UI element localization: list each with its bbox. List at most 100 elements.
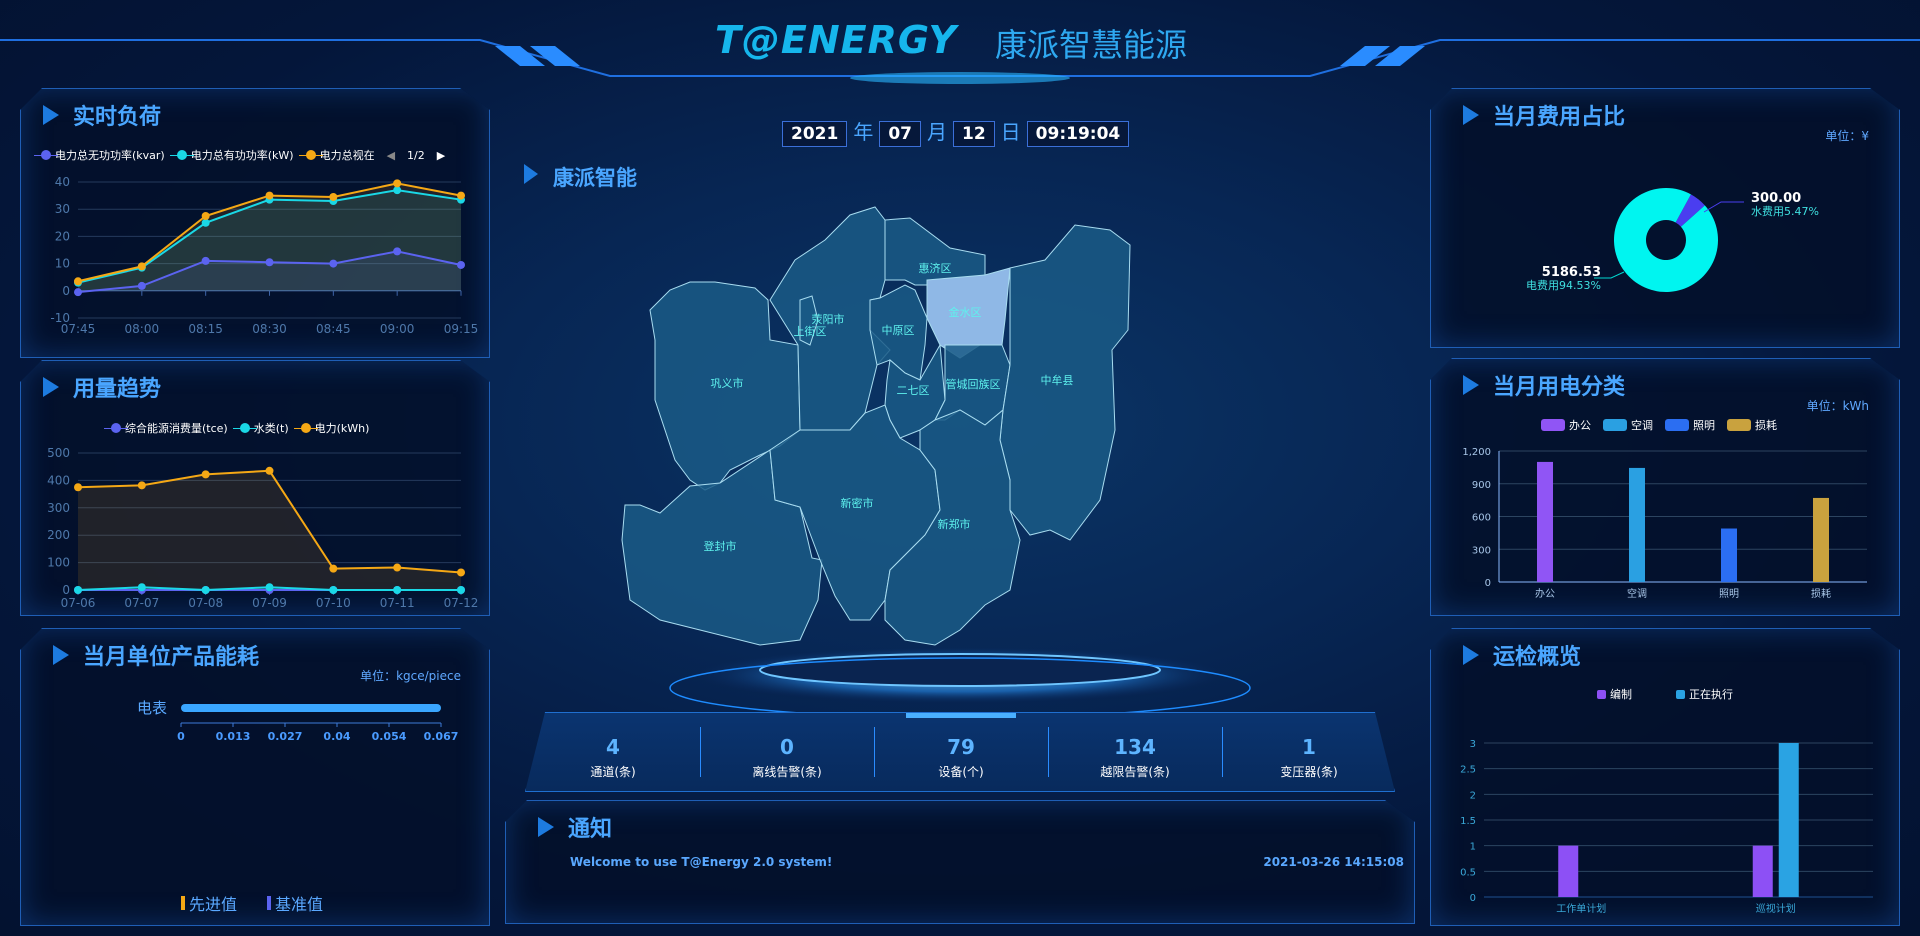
month-box: 07: [879, 121, 921, 147]
series-area: [78, 190, 461, 291]
stat-label: 通道(条): [590, 765, 636, 779]
legend-item[interactable]: 空调: [1603, 417, 1653, 433]
data-point: [266, 258, 274, 266]
cost-ratio-panel: 当月费用占比 单位：¥ 300.00 水费用5.47% 5186.53 电费用94.5…: [1430, 88, 1900, 348]
logo: T@ENERGY: [715, 18, 958, 62]
x-tick-label: 损耗: [1811, 587, 1831, 600]
inspection-panel: 运检概览 0 0.5 1 1.5 2 2.5 3 工作单计划 巡视计划 编制 正在执行: [1430, 628, 1900, 926]
data-point: [457, 586, 465, 594]
panel-title: 实时负荷: [73, 105, 162, 130]
notice-time: 2021-03-26 14:15:08: [1263, 855, 1404, 869]
y-tick-label: 100: [47, 556, 70, 570]
label-line: [1594, 272, 1624, 278]
y-tick-label: 400: [47, 473, 70, 487]
legend-marker: [1665, 419, 1689, 431]
data-point: [74, 277, 82, 285]
data-point: [393, 186, 401, 194]
legend-label: 编制: [1610, 688, 1632, 701]
legend-item[interactable]: 编制: [1597, 686, 1632, 702]
legend-label: 综合能源消费量(tce): [125, 422, 228, 435]
x-tick-label: 08:30: [252, 322, 287, 336]
bar-损耗: [1813, 498, 1829, 582]
district-label: 管城回族区: [946, 377, 1001, 391]
data-point: [393, 247, 401, 255]
legend-item[interactable]: 办公: [1541, 417, 1591, 433]
y-tick-label: 20: [55, 229, 70, 243]
legend-item[interactable]: 电力总无功功率(kvar): [41, 147, 165, 163]
legend-item[interactable]: 先进值: [181, 891, 237, 915]
legend-item[interactable]: 电力(kWh): [301, 420, 370, 436]
title-arrow-icon: [43, 377, 59, 397]
stats-accent: [906, 713, 1016, 718]
panel-title: 用量趋势: [73, 377, 162, 402]
data-point: [457, 192, 465, 200]
x-tick-label: 空调: [1627, 587, 1647, 600]
district-中原区: [869, 284, 928, 381]
chart-legend: 先进值 基准值: [181, 891, 323, 915]
year-unit: 年: [853, 120, 874, 144]
legend-item[interactable]: 水类(t): [240, 420, 289, 436]
legend-marker: [1597, 690, 1606, 699]
stats-bar: 4 通道(条) 0 离线告警(条) 79 设备(个) 134 越限告警(条) 1 变压器(条): [525, 712, 1395, 792]
header-stripe: [1375, 46, 1425, 66]
legend-item[interactable]: 电力总视在: [306, 147, 375, 163]
notice-message[interactable]: Welcome to use T@Energy 2.0 system!: [570, 855, 833, 869]
legend-marker: [177, 150, 187, 160]
legend-item[interactable]: 综合能源消费量(tce): [111, 420, 228, 436]
bar: [181, 704, 441, 712]
y-tick-label: 0: [62, 284, 70, 298]
series-area: [78, 471, 461, 590]
slice-value: 5186.53: [1542, 265, 1601, 280]
legend-next-icon[interactable]: ▶: [436, 148, 446, 162]
panel-title: 当月费用占比: [1493, 105, 1626, 130]
legend-item[interactable]: 照明: [1665, 417, 1715, 433]
slice-value: 300.00: [1751, 191, 1801, 206]
district-label: 金水区: [949, 305, 982, 319]
legend-label: 空调: [1631, 419, 1653, 432]
data-point: [457, 568, 465, 576]
data-point: [266, 467, 274, 475]
y-tick-label: 0.5: [1460, 867, 1476, 878]
platform-top: [759, 653, 1161, 687]
legend-item[interactable]: 电力总有功功率(kW): [177, 147, 294, 163]
map-title: 康派智能: [553, 166, 637, 190]
chart-legend: 编制 正在执行: [1597, 686, 1733, 702]
unit-label: 单位：kWh: [1806, 399, 1869, 413]
y-tick-label: 200: [47, 528, 70, 542]
slice-label: 水费用5.47%: [1751, 205, 1819, 218]
title-arrow-icon: [43, 105, 59, 125]
legend-item[interactable]: 基准值: [267, 891, 323, 915]
legend-marker: [181, 896, 185, 910]
district-label: 惠济区: [919, 261, 952, 275]
x-tick-label: 07-06: [61, 596, 96, 610]
legend-label: 先进值: [189, 895, 238, 914]
chart-legend: 综合能源消费量(tce) 水类(t) 电力(kWh): [111, 420, 369, 436]
stat-label: 变压器(条): [1280, 765, 1338, 779]
legend-item[interactable]: 正在执行: [1676, 686, 1733, 702]
y-tick-label: 40: [55, 175, 70, 189]
x-tick-label: 巡视计划: [1756, 902, 1796, 915]
data-point: [329, 260, 337, 268]
data-point: [393, 564, 401, 572]
data-point: [393, 179, 401, 187]
realtime-load-panel: 实时负荷 -10 0 10 20 30 40 07:45 08:00 08:15 08:30 08:…: [20, 88, 490, 358]
legend-marker: [1676, 690, 1685, 699]
x-tick-label: 08:00: [125, 322, 160, 336]
data-point: [138, 481, 146, 489]
legend-label: 水类(t): [253, 422, 289, 435]
bar-照明: [1721, 529, 1737, 582]
panel-title: 当月单位产品能耗: [83, 645, 260, 670]
legend-item[interactable]: 损耗: [1727, 417, 1777, 433]
platform-decoration: [669, 647, 1251, 719]
stat-value: 1: [1302, 735, 1316, 759]
title-arrow-icon: [53, 645, 69, 665]
bar-编制: [1558, 846, 1578, 897]
legend-label: 损耗: [1755, 419, 1777, 432]
district-label: 新郑市: [938, 517, 971, 531]
district-label: 登封市: [704, 539, 737, 553]
stat-item: 1 变压器(条): [1222, 713, 1396, 780]
legend-prev-icon[interactable]: ◀: [386, 148, 396, 162]
data-point: [202, 470, 210, 478]
